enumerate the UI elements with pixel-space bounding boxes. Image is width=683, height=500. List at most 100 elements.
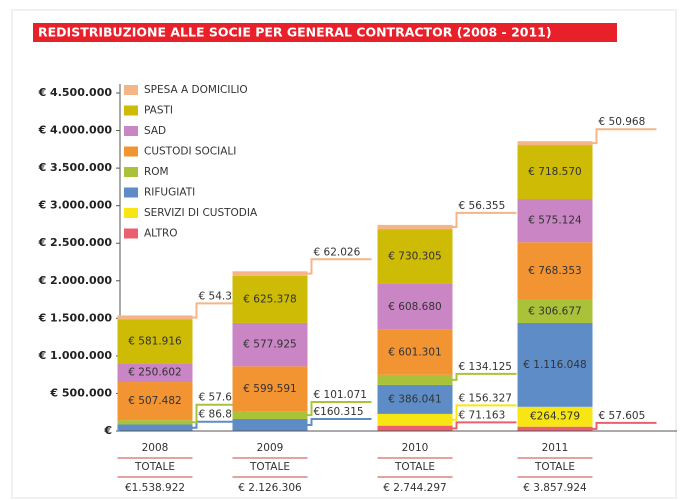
chart-title: REDISTRIBUZIONE ALLE SOCIE PER GENERAL C…	[38, 25, 552, 40]
bar-segment	[232, 322, 308, 367]
legend-label: SPESA A DOMICILIO	[144, 84, 248, 96]
callout-line	[192, 420, 257, 429]
legend-label: CUSTODI SOCIALI	[144, 146, 236, 158]
callout-line	[307, 258, 372, 275]
total-caption: TOTALE	[249, 461, 290, 473]
bar-segment	[517, 145, 593, 200]
bar-segment	[517, 199, 593, 243]
bar-segment	[117, 424, 193, 431]
total-label: € 2.744.297	[383, 482, 446, 494]
bar-segment	[377, 384, 453, 414]
legend-swatch	[124, 167, 138, 177]
bar-segment	[232, 411, 308, 419]
value-label: € 62.026	[314, 246, 361, 258]
value-label: €160.315	[314, 406, 364, 418]
bar-segment	[117, 420, 193, 425]
legend-swatch	[124, 228, 138, 239]
y-tick-label: € 2.000.000	[38, 274, 113, 287]
value-label: € 306.677	[528, 305, 581, 317]
legend-label: SAD	[144, 125, 166, 137]
bar-segment	[517, 406, 593, 427]
legend-swatch	[124, 85, 138, 95]
y-tick-label: € 4.000.000	[38, 124, 113, 137]
bar-segment	[517, 242, 593, 300]
callout-line	[452, 421, 517, 430]
value-label: € 1.116.048	[523, 359, 586, 371]
title-bg	[33, 23, 617, 42]
callout-line	[192, 302, 257, 319]
value-label: € 250.602	[128, 367, 181, 379]
value-label: € 575.124	[528, 215, 582, 227]
bar-segment	[377, 224, 453, 230]
callout-line	[307, 400, 372, 417]
y-tick-label: €	[103, 424, 112, 437]
y-tick-label: € 1.500.000	[38, 311, 113, 324]
value-label: € 601.301	[388, 346, 441, 358]
total-label: € 3.857.924	[523, 482, 587, 494]
value-label: € 768.353	[528, 265, 581, 277]
value-label: € 101.071	[314, 389, 367, 401]
bar-segment	[117, 315, 193, 320]
bar-segment	[232, 271, 308, 276]
value-label: € 730.305	[388, 251, 441, 263]
bar-segment	[117, 363, 193, 383]
total-caption: TOTALE	[394, 461, 435, 473]
bar-segment	[377, 413, 453, 426]
legend-label: ALTRO	[144, 228, 178, 240]
bar-segment	[377, 329, 453, 375]
callout-line	[452, 211, 517, 228]
legend-swatch	[124, 126, 138, 136]
legend-swatch	[124, 105, 138, 116]
bar-segment	[517, 426, 593, 431]
value-label: € 625.378	[243, 293, 296, 305]
bar-segment	[377, 374, 453, 385]
bar-segment	[117, 382, 193, 421]
x-tick-label: 2009	[257, 442, 284, 454]
value-label: € 599.591	[243, 383, 296, 395]
value-label: € 50.968	[599, 116, 646, 128]
y-tick-label: € 3.000.000	[38, 199, 113, 212]
bar-segment	[517, 322, 593, 407]
x-tick-label: 2011	[542, 442, 569, 454]
value-label: € 134.125	[459, 361, 512, 373]
value-label: € 507.482	[128, 395, 181, 407]
legend-label: PASTI	[144, 105, 173, 117]
total-caption: TOTALE	[134, 461, 175, 473]
bar-segment	[232, 366, 308, 412]
y-tick-label: € 1.000.000	[38, 349, 113, 362]
x-tick-label: 2008	[142, 442, 169, 454]
y-tick-label: € 2.500.000	[38, 236, 113, 249]
value-label: €264.579	[530, 411, 580, 423]
value-label: € 57.605	[599, 410, 646, 422]
bar-segment	[377, 425, 453, 431]
legend-label: ROM	[144, 166, 169, 178]
x-tick-label: 2010	[402, 442, 429, 454]
value-label: € 386.041	[388, 393, 441, 405]
total-label: € 2.126.306	[238, 482, 302, 494]
legend-label: SERVIZI DI CUSTODIA	[144, 207, 258, 219]
bar-segment	[517, 141, 593, 146]
callout-line	[307, 417, 372, 426]
value-label: € 156.327	[459, 392, 512, 404]
callout-line	[452, 404, 517, 421]
value-label: € 577.925	[243, 339, 296, 351]
legend-swatch	[124, 208, 138, 218]
frame	[11, 9, 677, 499]
y-tick-label: € 4.500.000	[38, 86, 113, 99]
bar-segment	[232, 418, 308, 431]
y-tick-label: € 3.500.000	[38, 161, 113, 174]
value-label: € 718.570	[528, 166, 581, 178]
total-caption: TOTALE	[534, 461, 575, 473]
callout-line	[192, 403, 257, 424]
legend-swatch	[124, 146, 138, 157]
value-label: € 581.916	[128, 335, 182, 347]
bar-segment	[377, 283, 453, 330]
legend-label: RIFUGIATI	[144, 187, 195, 199]
legend-swatch	[124, 187, 138, 198]
value-label: € 56.355	[459, 200, 506, 212]
y-tick-label: € 500.000	[49, 386, 112, 399]
bar-segment	[232, 275, 308, 323]
callout-line	[592, 128, 657, 145]
value-label: € 71.163	[459, 409, 506, 421]
